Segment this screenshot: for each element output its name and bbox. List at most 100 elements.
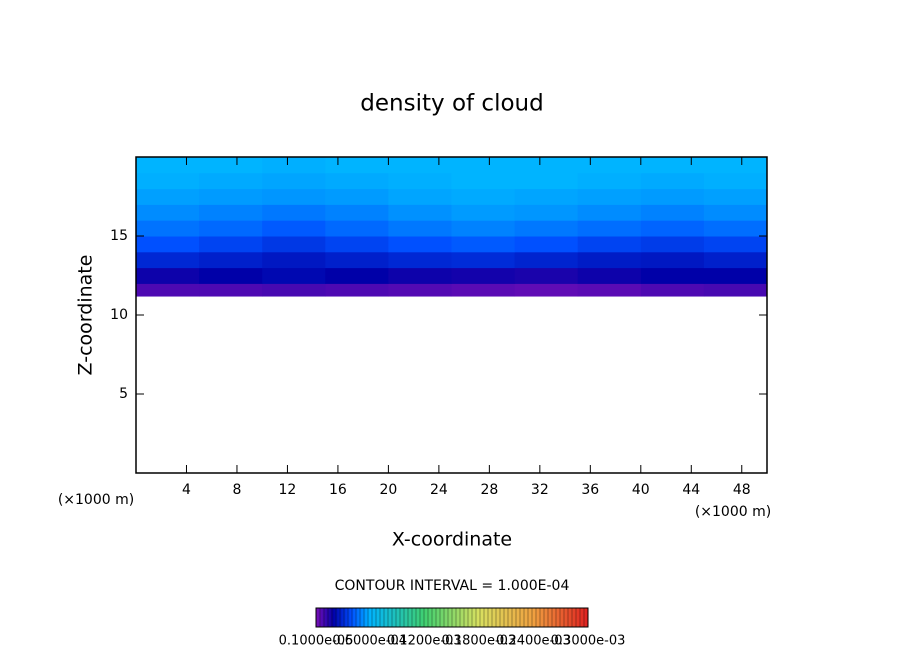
contour-cell	[262, 220, 326, 237]
contour-cell	[640, 220, 705, 237]
contour-cell	[451, 204, 516, 221]
contour-cell	[703, 204, 768, 221]
contour-cell	[514, 251, 579, 269]
y-axis-label: Z-coordinate	[75, 255, 97, 376]
contour-cell	[325, 204, 389, 221]
contour-cell	[703, 236, 768, 253]
colorbar-segment	[533, 608, 589, 627]
contour-cell	[514, 157, 579, 174]
contour-cell	[325, 172, 389, 190]
contour-cell	[514, 267, 579, 284]
contour-cell	[136, 220, 200, 237]
contour-cell	[136, 204, 200, 221]
x-axis-label: X-coordinate	[392, 529, 512, 551]
y-tick-label: 5	[119, 386, 128, 402]
contour-cell	[451, 251, 516, 269]
contour-cell	[262, 204, 326, 221]
contour-cell	[703, 172, 768, 190]
contour-cell	[577, 204, 642, 221]
contour-cell	[325, 220, 389, 237]
contour-cell	[136, 188, 200, 205]
colorbar-frame	[315, 607, 589, 628]
contour-cell	[325, 188, 389, 205]
x-tick-label: 8	[232, 482, 241, 498]
colorbar-tick-label: 0.6000e-04	[332, 634, 407, 649]
contour-cell	[136, 157, 200, 174]
contour-cell	[514, 283, 579, 297]
colorbar-tick-label: 0.1800e-03	[441, 634, 516, 649]
contour-cell	[388, 204, 452, 221]
contour-cell	[136, 236, 200, 253]
contour-cell	[199, 157, 263, 174]
contour-cell	[199, 283, 263, 297]
colorbar-segment	[333, 608, 352, 627]
contour-cell	[577, 251, 642, 269]
contour-cell	[640, 157, 705, 174]
contour-cell	[577, 172, 642, 190]
x-tick-label: 44	[682, 482, 700, 498]
contour-cell	[703, 283, 768, 297]
colorbar-segment	[351, 608, 371, 627]
x-tick-label: 40	[632, 482, 650, 498]
contour-cell	[640, 236, 705, 253]
contour-cell	[514, 188, 579, 205]
contour-cell	[451, 157, 516, 174]
contour-cell	[703, 267, 768, 284]
x-tick-label: 16	[329, 482, 347, 498]
x-tick-label: 36	[581, 482, 599, 498]
contour-cell	[577, 267, 642, 284]
contour-cell	[325, 251, 389, 269]
contour-cell	[325, 267, 389, 284]
contour-cell	[262, 236, 326, 253]
contour-cell	[514, 204, 579, 221]
contour-cell	[703, 220, 768, 237]
contour-cell	[640, 172, 705, 190]
contour-cell	[640, 251, 705, 269]
colorbar-tick-label: 0.3000e-03	[551, 634, 626, 649]
chart-title: density of cloud	[360, 91, 543, 117]
contour-cell	[136, 283, 200, 297]
contour-cell	[325, 283, 389, 297]
x-unit-label: (×1000 m)	[695, 504, 771, 520]
contour-cell	[388, 172, 452, 190]
colorbar-tick-label: 0.1200e-03	[387, 634, 462, 649]
y-unit-label: (×1000 m)	[58, 492, 134, 508]
contour-cell	[388, 157, 452, 174]
contour-cell	[136, 172, 200, 190]
contour-cell	[388, 188, 452, 205]
contour-cell	[388, 267, 452, 284]
colorbar-tick-label: 0.1000e-05	[279, 634, 354, 649]
contour-cell	[640, 204, 705, 221]
contour-cell	[262, 283, 326, 297]
contour-cell	[451, 283, 516, 297]
contour-cell	[703, 251, 768, 269]
colorbar-segment	[478, 608, 534, 627]
contour-cell	[388, 251, 452, 269]
contour-cell	[577, 236, 642, 253]
contour-cell	[451, 188, 516, 205]
contour-cell	[262, 251, 326, 269]
colorbar-tick-label: 0.2400e-03	[496, 634, 571, 649]
contour-cell	[514, 172, 579, 190]
x-tick-label: 20	[379, 482, 397, 498]
contour-cell	[199, 188, 263, 205]
y-tick-label: 15	[110, 228, 128, 244]
contour-cell	[199, 204, 263, 221]
contour-cell	[640, 188, 705, 205]
contour-cell	[388, 283, 452, 297]
x-tick-label: 28	[480, 482, 498, 498]
contour-cell	[199, 220, 263, 237]
contour-cell	[577, 157, 642, 174]
contour-cell	[703, 188, 768, 205]
contour-cell	[136, 267, 200, 284]
contour-cell	[640, 267, 705, 284]
contour-cell	[577, 188, 642, 205]
contour-cell	[262, 157, 326, 174]
contour-cell	[325, 157, 389, 174]
contour-cell	[640, 283, 705, 297]
contour-cell	[451, 220, 516, 237]
contour-cell	[703, 157, 768, 174]
contour-cell	[577, 220, 642, 237]
contour-cell	[199, 236, 263, 253]
